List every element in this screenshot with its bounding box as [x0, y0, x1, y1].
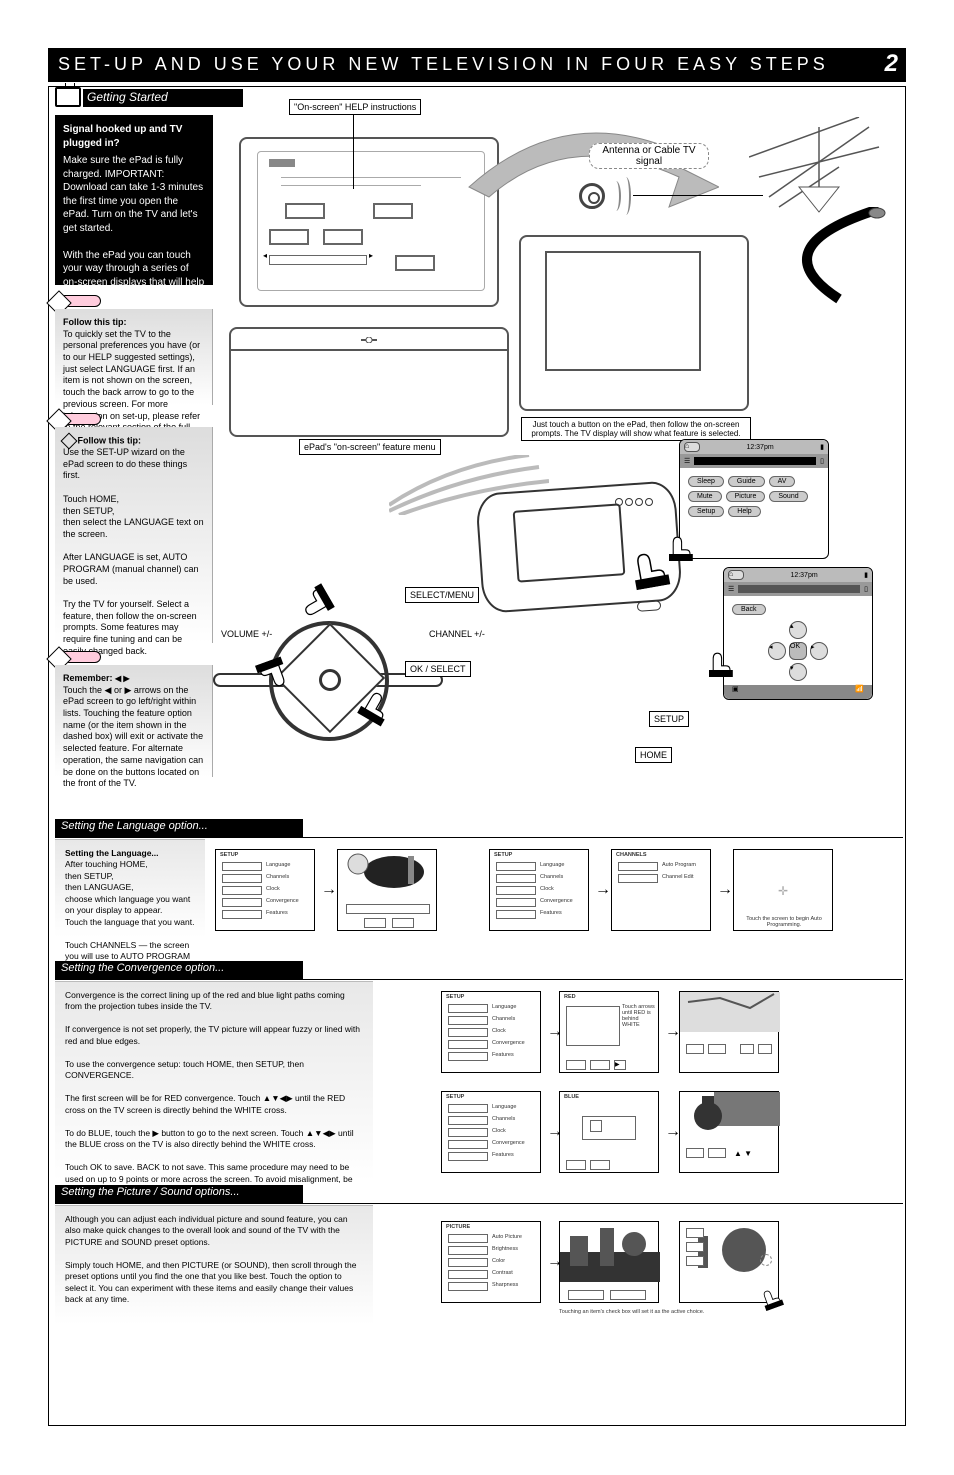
second-tv-caption: Just touch a button on the ePad, then fo… — [521, 417, 751, 441]
sec1-left-title: Setting the Language... — [65, 848, 159, 858]
epad-menu-mute[interactable]: Mute — [688, 491, 722, 502]
big-arrow-icon — [459, 117, 719, 237]
thumb-language — [337, 849, 437, 931]
epad-menu-picture[interactable]: Picture — [726, 491, 766, 502]
slider-icon: ▯ — [864, 585, 868, 593]
arrow-icon: → — [321, 881, 337, 899]
epad-menu-sound[interactable]: Sound — [769, 491, 807, 502]
thumb-setup-1: SETUPLanguageChannelsClockConvergenceFea… — [215, 849, 315, 931]
thumb-conv-red: RED Touch arrows until RED is behind WHI… — [559, 991, 659, 1073]
section-3-title: Setting the Picture / Sound options... — [55, 1185, 303, 1203]
list-icon: ☰ — [728, 585, 734, 593]
callout-help: "On-screen" HELP instructions — [289, 99, 421, 115]
tv-brand — [269, 159, 295, 167]
epad-screen-nav: ⌂12:37pm▮ ☰▯ Back ▴ ▾ ◂ ▸ OK ▣📶 — [723, 567, 873, 700]
antenna-small-icon: 📶 — [855, 685, 864, 699]
tag-setup: SETUP — [649, 711, 689, 727]
ok-button[interactable]: OK — [789, 642, 807, 660]
sec3-note: Touching an item's check box will set it… — [559, 1309, 779, 1315]
tip3-body: Touch the ◀ or ▶ arrows on the ePad scre… — [63, 685, 204, 790]
arrow-right-icon[interactable]: ▸ — [810, 642, 828, 660]
tag-home: HOME — [635, 747, 672, 763]
arrow-icon: → — [595, 881, 611, 899]
tip3-title: Remember: ◀ ▶ — [63, 673, 204, 685]
tip-box-3: Remember: ◀ ▶ Touch the ◀ or ▶ arrows on… — [55, 665, 213, 777]
tip-box-1: Follow this tip: To quickly set the TV t… — [55, 309, 213, 405]
signal-intro-box: Signal hooked up and TV plugged in? Make… — [55, 115, 213, 285]
dial-callout-ch: CHANNEL +/- — [425, 627, 489, 641]
list-icon: ☰ — [684, 457, 690, 465]
dial-callout-menu: SELECT/MENU — [405, 587, 479, 603]
tip2-title: Follow this tip: — [63, 435, 204, 447]
signal-question: Signal hooked up and TV plugged in? — [63, 123, 205, 150]
back-button[interactable]: Back — [732, 604, 766, 615]
epad-menu-sleep[interactable]: Sleep — [688, 476, 724, 487]
thumb-channels: CHANNELSAuto ProgramChannel Edit — [611, 849, 711, 931]
second-tv-illustration — [519, 235, 749, 411]
hand-epad-setup — [666, 533, 700, 561]
epad-menu-av[interactable]: AV — [769, 476, 796, 487]
thumb-conv-tv-red — [679, 991, 779, 1073]
sec3-body: Although you can adjust each individual … — [65, 1214, 356, 1304]
thumb-autoprogram: ✛ Touch the screen to begin Auto Program… — [733, 849, 833, 931]
tip-marker-1 — [55, 295, 101, 307]
page-frame: Getting Started Signal hooked up and TV … — [48, 86, 906, 1426]
arrow-down-icon[interactable]: ▾ — [789, 663, 807, 681]
sec1-left-body: After touching HOME, then SETUP, then LA… — [65, 859, 194, 972]
device-icon: ▣ — [732, 685, 739, 699]
epad-menu-setup[interactable]: Setup — [688, 506, 724, 517]
tip1-title: Follow this tip: — [63, 317, 204, 329]
arrow-up-icon[interactable]: ▴ — [789, 621, 807, 639]
home-icon[interactable]: ⌂ — [728, 570, 744, 580]
thumb-conv-setup-b: SETUPLanguageChannelsClockConvergenceFea… — [441, 1091, 541, 1173]
section-2-explain: Convergence is the correct lining up of … — [55, 981, 373, 1181]
tv-icon — [55, 87, 81, 107]
thumb-setup-2: SETUPLanguageChannelsClockConvergenceFea… — [489, 849, 589, 931]
thumb-conv-tv-blue: ▲ ▼ — [679, 1091, 779, 1173]
section-3-explain: Although you can adjust each individual … — [55, 1205, 373, 1325]
epad-menu-help[interactable]: Help — [728, 506, 760, 517]
epad-screen-home: ⌂12:37pm▮ ☰▯ SleepGuideAVMutePictureSoun… — [679, 439, 829, 559]
dial-callout-vol: VOLUME +/- — [217, 627, 276, 641]
section-1-title: Setting the Language option... — [55, 819, 303, 837]
section-1-explain: Setting the Language... After touching H… — [55, 839, 205, 937]
arrow-left-icon[interactable]: ◂ — [768, 642, 786, 660]
cable-icon — [789, 207, 889, 307]
callout-epad-menu: ePad's "on-screen" feature menu — [299, 439, 441, 455]
coax-icon — [579, 183, 605, 209]
home-icon[interactable]: ⌂ — [684, 442, 700, 452]
thumb-picture-menu: PICTUREAuto PictureBrightnessColorContra… — [441, 1221, 541, 1303]
hand-epad-nav — [706, 649, 740, 677]
arrow-pad[interactable]: ▴ ▾ ◂ ▸ OK — [768, 621, 828, 681]
dial-callout-ok: OK / SELECT — [405, 661, 471, 677]
thumb-conv-setup: SETUPLanguageChannelsClockConvergenceFea… — [441, 991, 541, 1073]
hand-dial-1 — [290, 576, 337, 625]
page-title-text: SET-UP AND USE YOUR NEW TELEVISION IN FO… — [58, 54, 829, 75]
cable-label: Antenna or Cable TV signal — [589, 143, 709, 169]
thumb-autopicture — [559, 1221, 659, 1303]
getting-started-heading: Getting Started — [83, 89, 243, 107]
tip-box-2: Follow this tip: Use the SET-UP wizard o… — [55, 427, 213, 643]
battery-icon: ▮ — [864, 571, 868, 579]
thumb-conv-blue: BLUE — [559, 1091, 659, 1173]
page-number: 2 — [885, 50, 898, 78]
page-title-bar: SET-UP AND USE YOUR NEW TELEVISION IN FO… — [48, 48, 906, 82]
arrow-icon: → — [717, 881, 733, 899]
tip-marker-2 — [55, 413, 101, 425]
sec2-body: Convergence is the correct lining up of … — [65, 990, 360, 1195]
battery-icon: ▮ — [820, 443, 824, 451]
slider-icon: ▯ — [820, 457, 824, 465]
epad-menu-guide[interactable]: Guide — [728, 476, 765, 487]
section-2-title: Setting the Convergence option... — [55, 961, 303, 979]
tv-stand — [229, 327, 509, 437]
tip-marker-3 — [55, 651, 101, 663]
